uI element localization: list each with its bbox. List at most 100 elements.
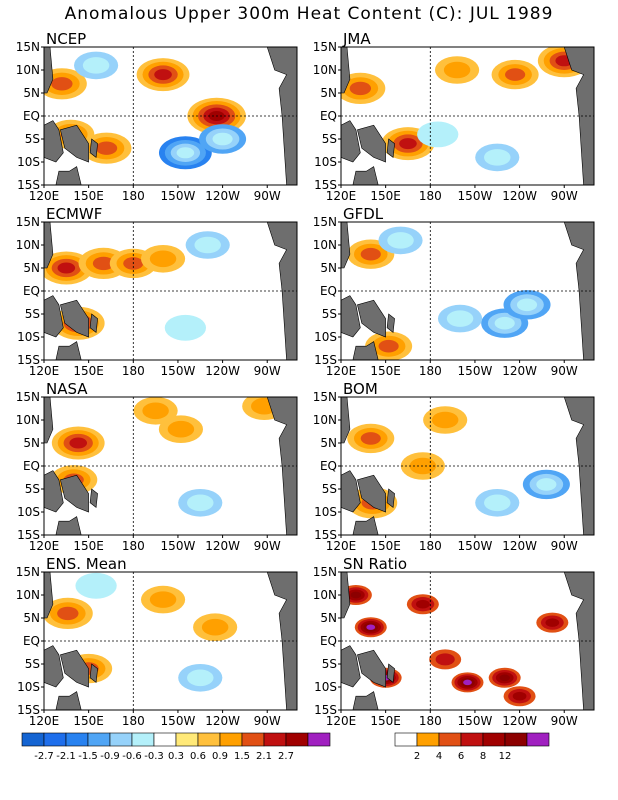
y-tick-label: 10S (314, 330, 337, 344)
land-mass (357, 299, 386, 338)
colorbar-swatch (65, 732, 89, 747)
contour-blob (484, 494, 511, 512)
colorbar-label: 2.1 (256, 751, 272, 762)
y-tick-label: 15S (314, 353, 337, 367)
x-tick-label: 120W (502, 539, 537, 553)
contour-blob (164, 314, 207, 341)
contour-blob (82, 57, 110, 74)
panel-label: SN Ratio (343, 555, 407, 573)
y-tick-label: 10N (313, 63, 337, 77)
colorbar-label: 8 (480, 751, 486, 762)
x-tick-label: 120W (205, 189, 240, 203)
x-tick-label: 120E (29, 364, 60, 378)
land-mass (386, 488, 395, 508)
contour-blob (187, 669, 214, 687)
panel-label: GFDL (343, 205, 384, 223)
y-tick-label: 10N (313, 588, 337, 602)
x-tick-label: 90W (254, 189, 281, 203)
y-tick-label: 5S (322, 482, 337, 496)
x-tick-label: 120E (29, 714, 60, 728)
panel-field (44, 572, 297, 710)
x-tick-label: 150E (370, 189, 401, 203)
y-tick-label: 10S (314, 505, 337, 519)
x-tick-label: 150W (161, 189, 196, 203)
y-tick-label: 15N (16, 215, 40, 229)
x-tick-label: 150E (73, 539, 104, 553)
colorbar-label: 0.9 (212, 751, 228, 762)
colorbar-swatch (21, 732, 45, 747)
y-tick-label: EQ (23, 284, 40, 298)
x-tick-label: 150W (161, 539, 196, 553)
land-mass (563, 47, 594, 185)
colorbar-label: 0.3 (168, 751, 184, 762)
y-tick-label: 10S (17, 680, 40, 694)
land-mass (44, 295, 64, 338)
land-mass (266, 572, 297, 710)
y-tick-label: 10S (17, 505, 40, 519)
x-tick-label: 90W (551, 539, 578, 553)
x-tick-label: 150E (73, 714, 104, 728)
contour-blob (350, 591, 362, 599)
y-tick-label: 15S (314, 528, 337, 542)
y-tick-label: 5S (25, 657, 40, 671)
colorbar-label: 2.7 (278, 751, 294, 762)
y-tick-label: 5S (25, 132, 40, 146)
land-mass (352, 166, 379, 185)
land-mass (341, 470, 361, 513)
contour-blob (92, 256, 115, 271)
y-tick-label: 5S (322, 307, 337, 321)
y-tick-label: 10N (313, 238, 337, 252)
x-tick-label: 150W (161, 714, 196, 728)
colorbar-label: 12 (499, 751, 512, 762)
colorbar-label: 4 (436, 751, 442, 762)
y-tick-label: 5N (23, 436, 40, 450)
y-tick-label: 15S (314, 178, 337, 192)
land-mass (266, 47, 297, 185)
land-mass (352, 341, 379, 360)
y-tick-label: 15S (17, 703, 40, 717)
x-tick-label: 90W (254, 539, 281, 553)
colorbar-swatch (482, 732, 506, 747)
contour-blob (435, 653, 455, 666)
contour-blob (484, 149, 511, 166)
contour-blob (187, 494, 214, 512)
contour-blob (360, 432, 381, 445)
colorbar-anomaly: -2.7 -2.1 -1.5 -0.9 -0.6 -0.3 0.3 0.6 0.9 1.5 2.1 2… (21, 732, 331, 762)
contour-blob (399, 138, 417, 150)
y-tick-label: 5N (320, 436, 337, 450)
y-tick-label: 10N (16, 588, 40, 602)
y-tick-label: 15N (16, 390, 40, 404)
contour-blob (75, 572, 117, 599)
y-tick-label: 5S (322, 132, 337, 146)
y-tick-label: 15S (17, 353, 40, 367)
y-tick-label: 5N (23, 611, 40, 625)
y-tick-label: 10S (314, 680, 337, 694)
land-mass (44, 645, 64, 688)
colorbar-label: 1.5 (234, 751, 250, 762)
contour-blob (360, 247, 381, 261)
colorbar-label: 2 (414, 751, 420, 762)
contour-blob (415, 599, 430, 609)
x-tick-label: 150E (370, 539, 401, 553)
colorbar-sn: 2 4 6 8 12 (394, 732, 550, 762)
contour-blob (387, 232, 414, 249)
colorbar-swatch (109, 732, 133, 747)
panel-field (341, 47, 594, 185)
colorbar-swatch (504, 732, 528, 747)
contour-blob (149, 250, 177, 268)
colorbar-swatch (43, 732, 67, 747)
colorbar-label: -2.1 (56, 751, 76, 762)
land-mass (89, 663, 98, 683)
y-tick-label: 15S (17, 528, 40, 542)
land-mass (55, 166, 82, 185)
y-tick-label: 5N (23, 86, 40, 100)
panel-field (44, 47, 297, 185)
contour-blob (463, 679, 472, 686)
colorbar-label: -2.7 (34, 751, 54, 762)
contour-blob (545, 618, 560, 627)
